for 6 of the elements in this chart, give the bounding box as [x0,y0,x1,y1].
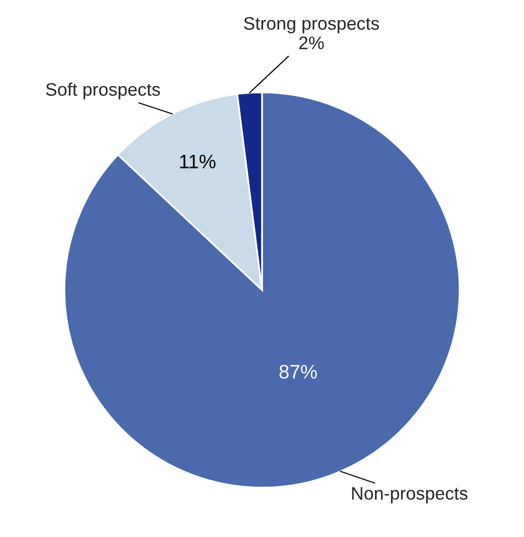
data-label: 87% [279,364,317,379]
slice-label: Soft prospects [46,82,160,100]
data-label: 2% [299,36,324,50]
slice-label: Non-prospects [352,487,468,504]
slice-label: Strong prospects [244,17,380,34]
data-label: 11% [180,154,216,168]
